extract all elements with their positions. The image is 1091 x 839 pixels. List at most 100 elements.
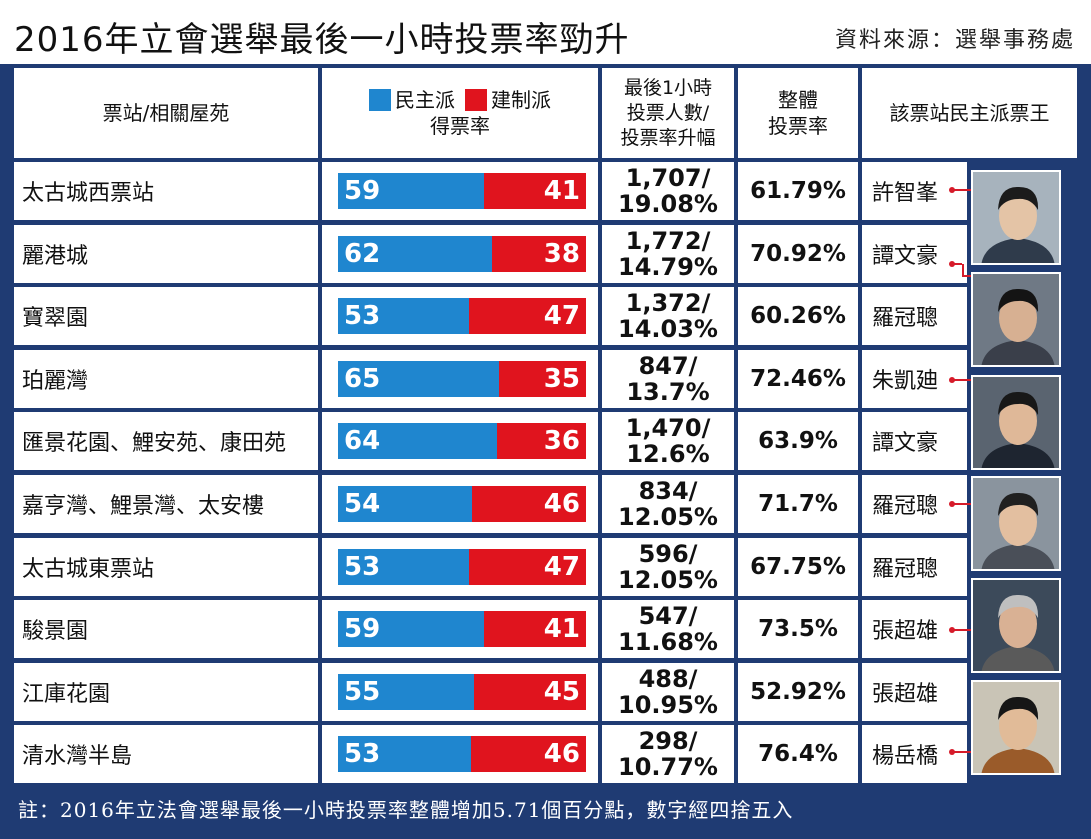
header-turnout: 整體 投票率 [738,68,858,158]
row-bar-cell: 53 47 [322,538,598,596]
chart-title: 2016年立會選舉最後一小時投票率勁升 [14,20,630,60]
row-king: 朱凱廸 [862,350,967,408]
row-king: 譚文豪 [862,225,967,283]
bar-pro-segment: 41 [484,173,586,209]
bar-dem-segment: 62 [338,236,492,272]
bar-pro-segment: 36 [496,423,586,459]
header-last-hour: 最後1小時 投票人數/ 投票率升幅 [602,68,734,158]
row-station: 江庫花園 [14,663,318,721]
row-rise: 13.7% [626,378,710,406]
legend-dem-label: 民主派 [395,88,455,112]
row-rise: 10.77% [618,753,718,781]
row-bar-cell: 65 35 [322,350,598,408]
connector-line [952,189,971,191]
row-last-hour: 834/12.05% [602,475,734,533]
legend-pro-swatch [465,89,487,111]
row-king: 羅冠聰 [862,538,967,596]
title-strip [0,0,1091,64]
row-bar-cell: 55 45 [322,663,598,721]
header-station-label: 票站/相關屋苑 [102,101,230,125]
header-king: 該票站民主派票王 [862,68,1077,158]
bar-pro-segment: 46 [471,486,586,522]
row-voters: 1,772/ [625,227,711,255]
stacked-bar: 64 36 [338,423,586,459]
row-voters: 596/ [638,540,698,568]
header-turnout-line2: 投票率 [768,114,828,138]
header-king-label: 該票站民主派票王 [889,101,1050,125]
stacked-bar: 54 46 [338,486,586,522]
header-last-hour-line2: 投票人數/ [626,101,710,124]
row-voters: 488/ [638,665,698,693]
row-rise: 10.95% [618,691,718,719]
bar-dem-segment: 53 [338,736,471,772]
row-bar-cell: 64 36 [322,412,598,470]
stacked-bar: 55 45 [338,674,586,710]
header-last-hour-line3: 投票率升幅 [620,126,716,149]
row-turnout: 72.46% [738,350,858,408]
row-bar-cell: 62 38 [322,225,598,283]
bar-dem-segment: 65 [338,361,500,397]
row-station: 麗港城 [14,225,318,283]
row-turnout: 73.5% [738,600,858,658]
bar-pro-segment: 47 [469,549,586,585]
row-last-hour: 488/10.95% [602,663,734,721]
bar-dem-segment: 59 [338,611,485,647]
connector-line [962,264,964,276]
row-last-hour: 596/12.05% [602,538,734,596]
row-station: 清水灣半島 [14,725,318,783]
bar-dem-segment: 54 [338,486,472,522]
stacked-bar: 53 46 [338,736,586,772]
bar-dem-segment: 64 [338,423,497,459]
row-last-hour: 847/13.7% [602,350,734,408]
row-voters: 1,470/ [625,414,711,442]
row-last-hour: 1,707/19.08% [602,162,734,220]
row-rise: 12.6% [626,440,710,468]
portrait-photo-6 [971,680,1061,775]
row-rise: 12.05% [618,566,718,594]
row-rise: 14.03% [618,315,718,343]
legend: 民主派 建制派 [369,87,551,113]
row-turnout: 61.79% [738,162,858,220]
row-rise: 19.08% [618,190,718,218]
bar-pro-segment: 38 [491,236,586,272]
header-turnout-line1: 整體 [778,88,818,112]
bar-dem-segment: 55 [338,674,475,710]
connector-line [952,751,971,753]
row-turnout: 76.4% [738,725,858,783]
stacked-bar: 59 41 [338,173,586,209]
portrait-photo-4 [971,476,1061,571]
row-king: 張超雄 [862,663,967,721]
header-vote-share: 民主派 建制派 得票率 [322,68,598,158]
bar-pro-segment: 45 [474,674,586,710]
row-turnout: 52.92% [738,663,858,721]
connector-line [952,503,971,505]
row-voters: 547/ [638,602,698,630]
row-king: 羅冠聰 [862,475,967,533]
person-icon [973,377,1059,468]
row-rise: 11.68% [618,628,718,656]
row-bar-cell: 54 46 [322,475,598,533]
row-station: 駿景園 [14,600,318,658]
person-icon [973,682,1059,773]
row-turnout: 67.75% [738,538,858,596]
legend-suffix: 得票率 [430,114,490,138]
row-voters: 1,707/ [625,164,711,192]
row-voters: 298/ [638,727,698,755]
row-bar-cell: 59 41 [322,162,598,220]
portrait-photo-1 [971,170,1061,265]
bar-pro-segment: 41 [484,611,586,647]
row-last-hour: 1,772/14.79% [602,225,734,283]
legend-pro-label: 建制派 [491,88,551,112]
header-station: 票站/相關屋苑 [14,68,318,158]
row-bar-cell: 53 47 [322,287,598,345]
connector-line [952,263,962,265]
row-rise: 14.79% [618,253,718,281]
row-last-hour: 298/10.77% [602,725,734,783]
stacked-bar: 53 47 [338,298,586,334]
bar-dem-segment: 53 [338,298,470,334]
header-last-hour-line1: 最後1小時 [623,76,713,99]
portrait-photo-3 [971,375,1061,470]
row-turnout: 63.9% [738,412,858,470]
row-last-hour: 547/11.68% [602,600,734,658]
person-icon [973,580,1059,671]
